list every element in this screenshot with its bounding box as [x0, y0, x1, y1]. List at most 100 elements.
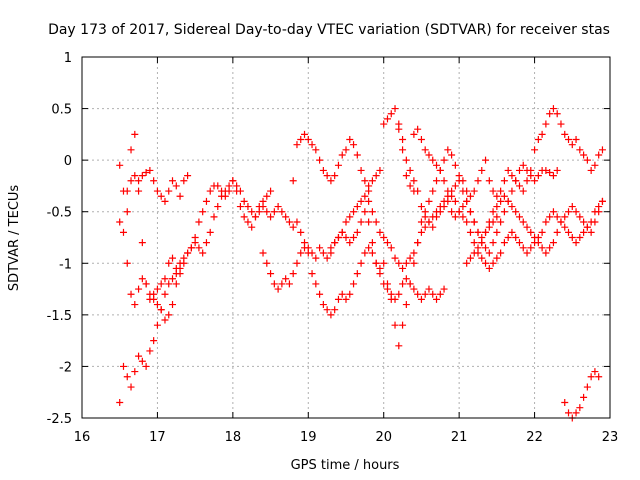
data-point — [470, 187, 478, 195]
data-point — [485, 218, 493, 226]
data-point — [316, 290, 324, 298]
data-point — [497, 187, 505, 195]
data-point — [195, 244, 203, 252]
data-point — [402, 156, 410, 164]
data-marks — [116, 105, 606, 422]
data-point — [482, 228, 490, 236]
data-point — [142, 169, 150, 177]
data-point — [383, 239, 391, 247]
data-point — [451, 182, 459, 190]
data-point — [131, 368, 139, 376]
x-axis-label: GPS time / hours — [291, 458, 400, 473]
data-point — [459, 213, 467, 221]
data-point — [531, 177, 539, 185]
data-point — [549, 239, 557, 247]
data-point — [391, 105, 399, 113]
data-point — [568, 141, 576, 149]
data-point — [376, 166, 384, 174]
data-point — [508, 203, 516, 211]
data-point — [319, 166, 327, 174]
data-point — [350, 141, 358, 149]
data-point — [161, 290, 169, 298]
data-point — [172, 182, 180, 190]
data-point — [478, 254, 486, 262]
data-point — [353, 270, 361, 278]
data-point — [580, 393, 588, 401]
data-point — [572, 136, 580, 144]
data-point — [527, 244, 535, 252]
data-point — [380, 120, 388, 128]
data-point — [165, 280, 173, 288]
data-point — [568, 234, 576, 241]
data-point — [157, 192, 165, 200]
data-point — [346, 290, 354, 298]
data-point — [387, 110, 395, 118]
data-point — [587, 373, 595, 381]
y-tick-label: 0 — [64, 154, 72, 169]
data-point — [146, 290, 154, 298]
data-point — [395, 342, 403, 350]
data-point — [346, 136, 354, 144]
data-point — [119, 187, 127, 195]
data-point — [598, 197, 606, 205]
data-point — [587, 228, 595, 236]
data-point — [138, 239, 146, 247]
data-point — [240, 213, 248, 221]
data-point — [444, 192, 452, 200]
data-point — [568, 203, 576, 211]
data-point — [142, 280, 150, 288]
data-point — [285, 218, 293, 226]
data-point — [500, 192, 508, 200]
data-point — [565, 228, 573, 236]
data-point — [485, 264, 493, 272]
data-point — [451, 197, 459, 205]
data-point — [357, 259, 365, 267]
data-point — [331, 306, 339, 314]
data-point — [523, 166, 531, 174]
data-point — [557, 218, 565, 226]
data-point — [195, 218, 203, 226]
data-point — [119, 228, 127, 236]
data-point — [553, 213, 561, 221]
data-point — [259, 197, 267, 205]
data-point — [399, 280, 407, 288]
data-point — [429, 290, 437, 298]
y-tick-label: -0.5 — [47, 206, 72, 221]
data-point — [150, 295, 158, 303]
axis-ticks: 16 17 18 19 20 21 22 23 -2.5 -2 -1.5 -1 -0.5 0 0.5 1 — [47, 51, 619, 445]
y-axis-label: SDTVAR / TECUs — [7, 185, 22, 292]
data-point — [410, 177, 418, 185]
data-point — [474, 244, 482, 252]
data-point — [229, 177, 237, 185]
data-point — [346, 239, 354, 247]
data-point — [474, 228, 482, 236]
data-point — [176, 270, 184, 278]
data-point — [127, 177, 135, 185]
data-point — [361, 208, 369, 216]
data-point — [508, 187, 516, 195]
data-point — [153, 321, 161, 329]
data-point — [365, 197, 373, 205]
data-point — [436, 166, 444, 174]
data-point — [123, 208, 131, 216]
data-point — [399, 136, 407, 144]
data-point — [248, 223, 256, 231]
data-point — [519, 218, 527, 226]
data-point — [297, 136, 305, 144]
data-point — [236, 203, 244, 211]
data-point — [180, 177, 188, 185]
data-point — [278, 208, 286, 216]
y-tick-label: -2 — [59, 360, 72, 375]
data-point — [270, 208, 278, 216]
data-point — [591, 161, 599, 169]
data-point — [323, 306, 331, 314]
data-point — [448, 151, 456, 159]
data-point — [421, 208, 429, 216]
data-point — [368, 249, 376, 257]
data-point — [436, 290, 444, 298]
data-point — [338, 151, 346, 159]
data-point — [380, 234, 388, 241]
data-point — [417, 203, 425, 211]
data-point — [206, 228, 214, 236]
